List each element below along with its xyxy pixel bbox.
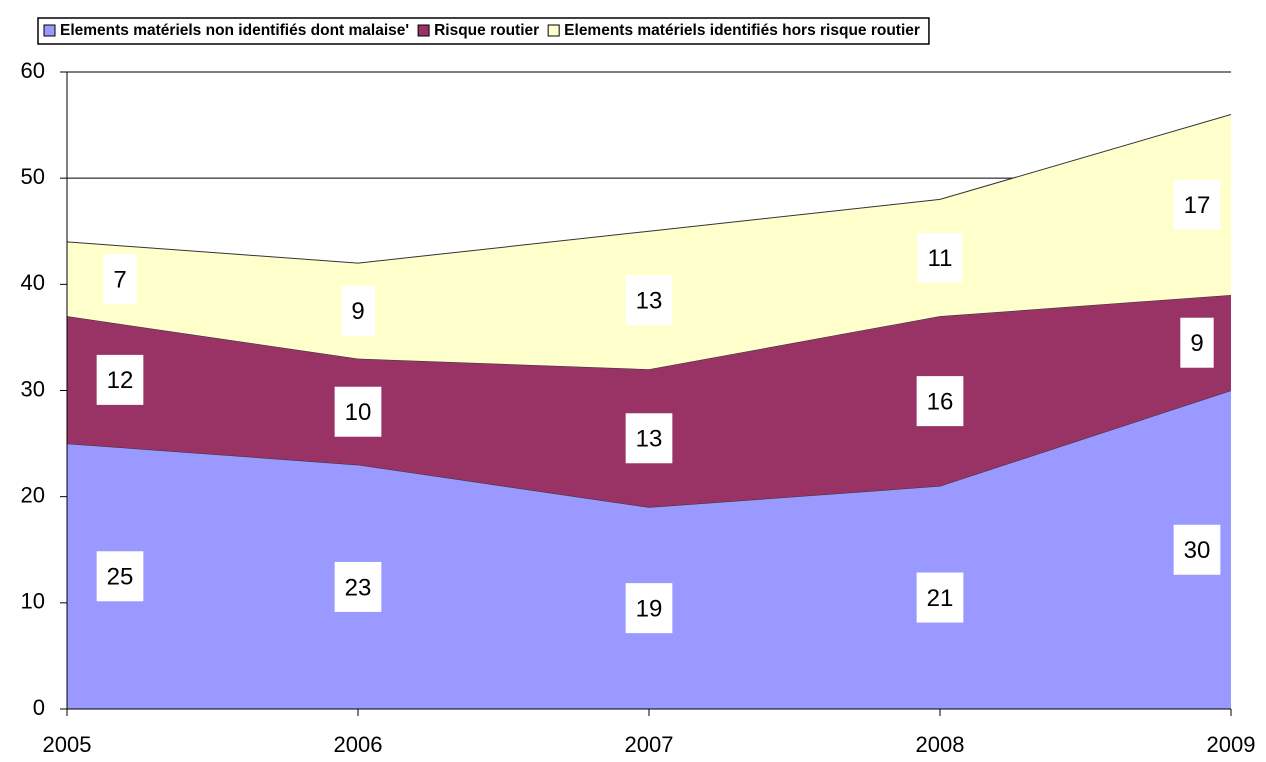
data-label-bg (917, 232, 963, 283)
data-label-text: 16 (927, 388, 954, 415)
x-tick-label: 2005 (43, 732, 92, 757)
data-label-text: 9 (1190, 330, 1203, 357)
data-label-bg (1180, 317, 1214, 368)
y-tick-label: 40 (21, 270, 45, 295)
data-label-bg (916, 376, 964, 427)
area (67, 390, 1231, 709)
data-label: 10 (334, 386, 382, 437)
area (67, 294, 1231, 508)
data-label-text: 10 (345, 399, 372, 426)
data-label-text: 13 (636, 426, 663, 453)
data-label: 21 (916, 572, 964, 623)
data-label-text: 12 (107, 367, 134, 394)
legend-swatch (547, 24, 560, 37)
x-tick-label: 2006 (334, 732, 383, 757)
legend: Elements matériels non identifiés dont m… (37, 17, 930, 45)
y-tick-label: 50 (21, 164, 45, 189)
data-label: 30 (1173, 524, 1221, 575)
data-label-bg (103, 254, 137, 305)
data-label: 25 (96, 551, 144, 602)
data-label-text: 30 (1184, 537, 1211, 564)
y-tick-label: 60 (21, 58, 45, 83)
data-label: 13 (625, 413, 673, 464)
data-label: 9 (1180, 317, 1214, 368)
data-label: 19 (625, 583, 673, 634)
data-label: 11 (917, 232, 963, 283)
legend-label: Risque routier (434, 22, 539, 39)
data-label: 17 (1173, 179, 1221, 230)
data-label-bg (334, 561, 382, 612)
data-label-text: 17 (1184, 192, 1211, 219)
legend-swatch (43, 24, 56, 37)
y-tick-label: 20 (21, 482, 45, 507)
data-label-bg (625, 275, 673, 326)
data-label: 9 (341, 285, 375, 336)
x-tick-label: 2008 (916, 732, 965, 757)
legend-label: Elements matériels identifiés hors risqu… (564, 22, 920, 39)
y-tick-label: 30 (21, 376, 45, 401)
y-tick-label: 0 (33, 695, 45, 720)
legend-label: Elements matériels non identifiés dont m… (60, 22, 409, 39)
data-label-bg (625, 583, 673, 634)
data-label-bg (1173, 179, 1221, 230)
data-label-text: 23 (345, 574, 372, 601)
data-label-text: 19 (636, 595, 663, 622)
data-label-bg (96, 551, 144, 602)
data-label-bg (1173, 524, 1221, 575)
legend-swatch (417, 24, 430, 37)
data-label-text: 11 (928, 245, 953, 272)
data-label-text: 7 (113, 266, 126, 293)
data-label-bg (96, 354, 144, 405)
data-label: 12 (96, 354, 144, 405)
data-label-bg (625, 413, 673, 464)
data-label-text: 13 (636, 288, 663, 315)
data-label-text: 9 (351, 298, 364, 325)
data-label: 16 (916, 376, 964, 427)
data-label: 13 (625, 275, 673, 326)
x-tick-label: 2009 (1207, 732, 1256, 757)
legend-box (37, 17, 930, 45)
data-label-bg (334, 386, 382, 437)
data-label: 7 (103, 254, 137, 305)
data-label-text: 21 (927, 585, 954, 612)
data-label-text: 25 (107, 564, 134, 591)
data-label-bg (341, 285, 375, 336)
area-edge (66, 113, 1232, 264)
data-label: 23 (334, 561, 382, 612)
data-label-bg (916, 572, 964, 623)
x-tick-label: 2007 (625, 732, 674, 757)
y-tick-label: 10 (21, 589, 45, 614)
